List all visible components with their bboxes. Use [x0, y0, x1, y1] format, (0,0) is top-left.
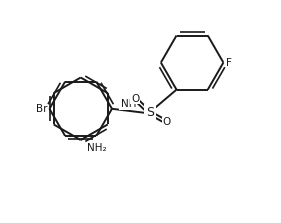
Text: S: S	[146, 106, 154, 119]
Text: NH₂: NH₂	[87, 143, 106, 153]
Text: O: O	[131, 94, 139, 104]
Text: O: O	[163, 117, 171, 127]
Text: Br: Br	[36, 104, 47, 114]
Text: NH: NH	[121, 99, 136, 109]
Text: F: F	[226, 58, 232, 68]
